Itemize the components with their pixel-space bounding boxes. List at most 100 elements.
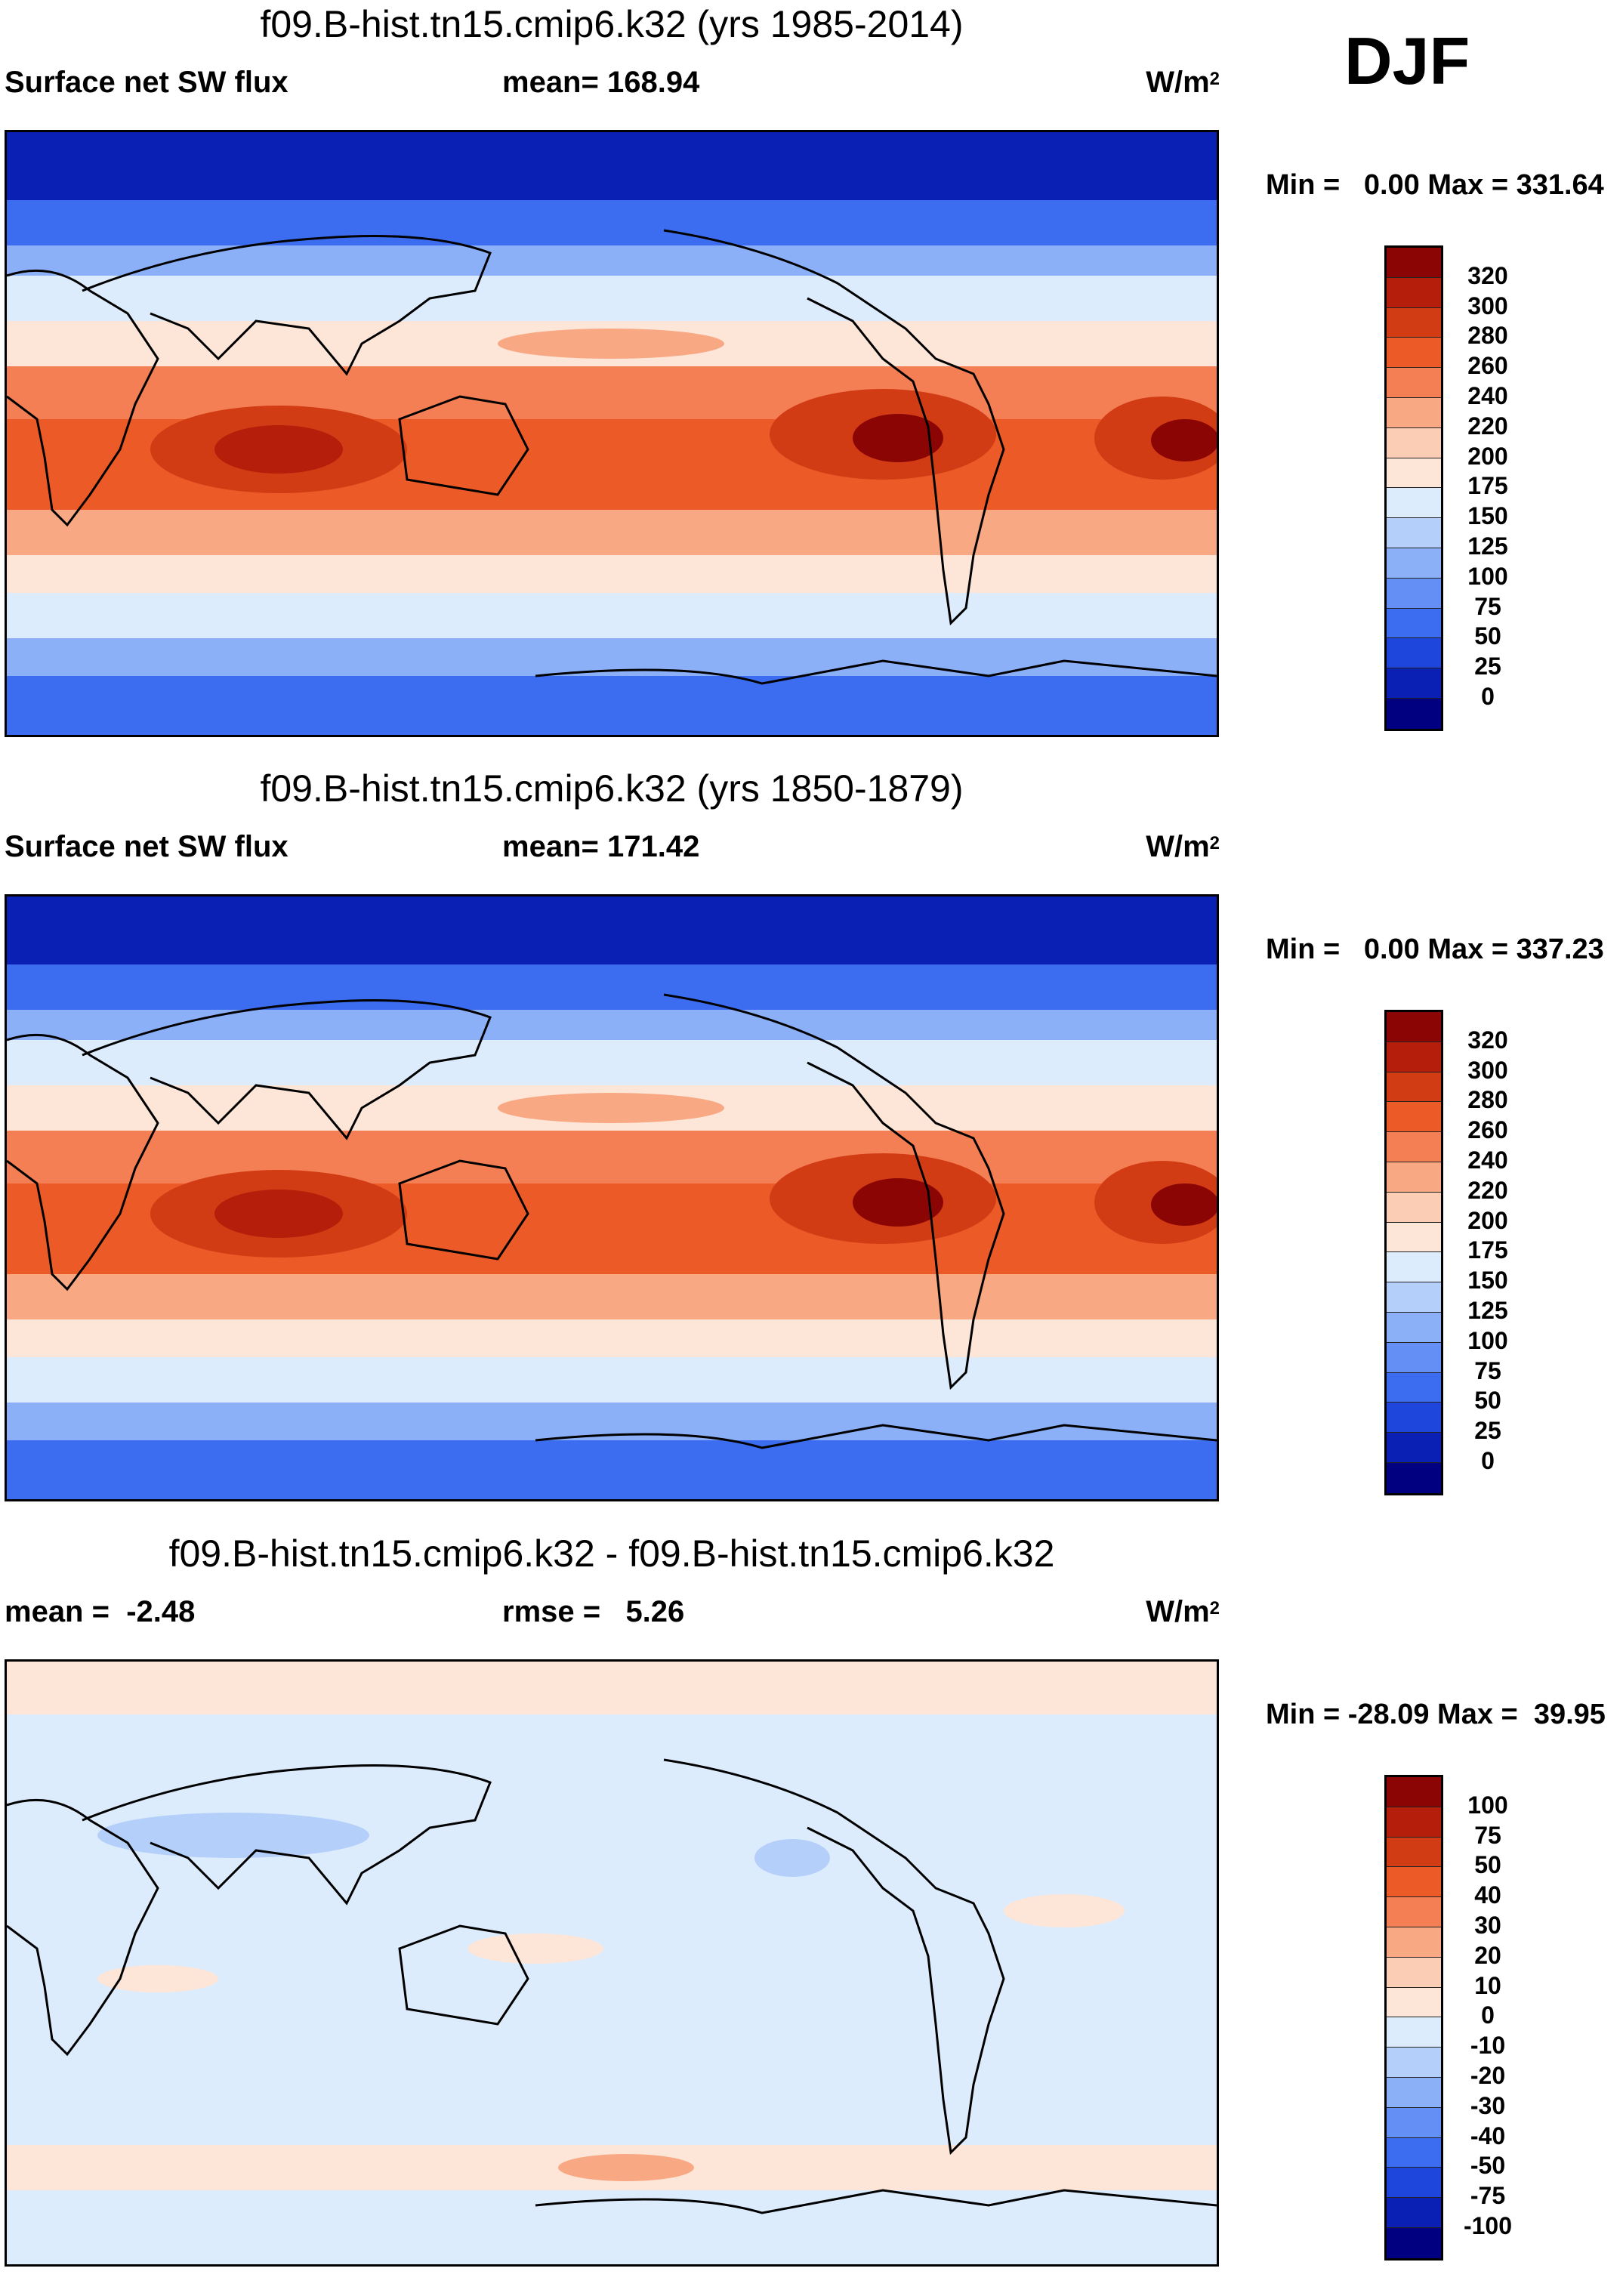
panel-title: f09.B-hist.tn15.cmip6.k32 (yrs 1850-1879… (260, 767, 964, 810)
colorbar-tick-label: 260 (1467, 1116, 1508, 1144)
colorbar-swatch (1387, 427, 1441, 458)
colorbar-swatch (1387, 1403, 1441, 1433)
colorbar-tick-label: 125 (1467, 532, 1508, 560)
panel-1985-2014: f09.B-hist.tn15.cmip6.k32 (yrs 1985-2014… (0, 0, 1623, 767)
colorbar-swatch (1387, 1777, 1441, 1807)
colorbar-tick-label: 220 (1467, 412, 1508, 440)
colorbar-swatch (1387, 488, 1441, 519)
colorbar-tick-label: 50 (1474, 1387, 1501, 1415)
colorbar-swatch (1387, 1102, 1441, 1133)
colorbar-swatch (1387, 638, 1441, 669)
colorbar-swatch (1387, 1282, 1441, 1313)
colorbar-swatch (1387, 1132, 1441, 1162)
variable-label: Surface net SW flux (5, 66, 288, 99)
colorbar-tick-label: -30 (1470, 2091, 1506, 2119)
colorbar-tick-label: -75 (1470, 2182, 1506, 2210)
colorbar-tick-label: 10 (1474, 1971, 1501, 1999)
panel-title: f09.B-hist.tn15.cmip6.k32 (yrs 1985-2014… (260, 3, 964, 45)
units-label: W/m2 (1146, 1595, 1220, 1628)
colorbar-tick-label: 150 (1467, 502, 1508, 530)
colorbar-tick-label: 280 (1467, 1086, 1508, 1114)
colorbar-swatch (1387, 1837, 1441, 1868)
colorbar-swatch (1387, 1222, 1441, 1253)
colorbar-swatch (1387, 277, 1441, 308)
colorbar-tick-label: 100 (1467, 1791, 1508, 1819)
colorbar (1384, 245, 1443, 731)
colorbar-tick-label: 260 (1467, 352, 1508, 380)
colorbar-swatch (1387, 1987, 1441, 2018)
mean-label: mean= 171.42 (502, 830, 700, 863)
colorbar-swatch (1387, 307, 1441, 338)
colorbar-swatch (1387, 1342, 1441, 1373)
colorbar-tick-label: 320 (1467, 261, 1508, 289)
min-max-label: Min = -28.09 Max = 39.95 (1266, 1699, 1606, 1730)
colorbar-tick-label: 25 (1474, 1417, 1501, 1445)
colorbar-swatch (1387, 248, 1441, 278)
colorbar-tick-label: 0 (1481, 1447, 1495, 1474)
colorbar-swatch (1387, 548, 1441, 579)
colorbar-swatch (1387, 338, 1441, 369)
colorbar-tick-label: 200 (1467, 1206, 1508, 1234)
colorbar-swatch (1387, 2227, 1441, 2258)
colorbar-tick-label: 75 (1474, 1356, 1501, 1384)
colorbar-swatch (1387, 1012, 1441, 1042)
colorbar-tick-label: 240 (1467, 382, 1508, 409)
colorbar-swatch (1387, 1372, 1441, 1403)
colorbar-swatch (1387, 2048, 1441, 2078)
colorbar-tick-label: 30 (1474, 1912, 1501, 1939)
colorbar-swatch (1387, 2077, 1441, 2108)
colorbar-tick-label: 300 (1467, 1056, 1508, 1084)
colorbar-swatch (1387, 1042, 1441, 1072)
sw-flux-map (7, 132, 1217, 735)
map-1850-1879 (5, 894, 1219, 1501)
variable-label: Surface net SW flux (5, 830, 288, 863)
colorbar-swatch (1387, 1807, 1441, 1838)
colorbar-tick-label: 280 (1467, 322, 1508, 350)
units-label: W/m2 (1146, 830, 1220, 863)
colorbar-tick-label: 175 (1467, 1236, 1508, 1264)
colorbar-swatch (1387, 368, 1441, 398)
colorbar-swatch (1387, 608, 1441, 639)
colorbar-tick-label: 0 (1481, 2001, 1495, 2029)
colorbar (1384, 1010, 1443, 1495)
colorbar-swatch (1387, 1927, 1441, 1958)
mean-label: mean= 168.94 (502, 66, 700, 99)
colorbar-swatch (1387, 2137, 1441, 2168)
colorbar-swatch (1387, 518, 1441, 548)
sw-flux-map (7, 896, 1217, 1499)
min-max-label: Min = 0.00 Max = 337.23 (1266, 934, 1604, 965)
panel-title: f09.B-hist.tn15.cmip6.k32 - f09.B-hist.t… (168, 1532, 1055, 1575)
colorbar-tick-label: 0 (1481, 683, 1495, 710)
colorbar-tick-label: -40 (1470, 2122, 1506, 2149)
diff-mean-label: mean = -2.48 (5, 1595, 196, 1628)
colorbar-tick-label: 300 (1467, 292, 1508, 319)
colorbar-swatch (1387, 1312, 1441, 1343)
colorbar-tick-label: 50 (1474, 1851, 1501, 1879)
rmse-label: rmse = 5.26 (502, 1595, 685, 1628)
colorbar-swatch (1387, 1072, 1441, 1103)
colorbar-swatch (1387, 578, 1441, 609)
colorbar-swatch (1387, 1252, 1441, 1283)
colorbar-swatch (1387, 1192, 1441, 1223)
colorbar-swatch (1387, 668, 1441, 699)
colorbar-tick-label: 240 (1467, 1146, 1508, 1174)
colorbar-tick-label: 75 (1474, 592, 1501, 620)
colorbar-swatch (1387, 1957, 1441, 1988)
colorbar-swatch (1387, 2198, 1441, 2228)
map-difference (5, 1659, 1219, 2267)
colorbar-swatch (1387, 1897, 1441, 1927)
colorbar-swatch (1387, 2107, 1441, 2138)
colorbar-tick-label: 175 (1467, 472, 1508, 500)
panel-difference: f09.B-hist.tn15.cmip6.k32 - f09.B-hist.t… (0, 1529, 1623, 2296)
colorbar-tick-label: 100 (1467, 562, 1508, 590)
colorbar-tick-label: 20 (1474, 1941, 1501, 1969)
colorbar-swatch (1387, 1462, 1441, 1493)
colorbar-swatch (1387, 1433, 1441, 1463)
colorbar-tick-label: 100 (1467, 1326, 1508, 1354)
colorbar-swatch (1387, 698, 1441, 729)
colorbar-swatch (1387, 458, 1441, 489)
colorbar-tick-label: 150 (1467, 1267, 1508, 1295)
colorbar (1384, 1775, 1443, 2261)
colorbar-swatch (1387, 397, 1441, 428)
colorbar-tick-label: 220 (1467, 1176, 1508, 1204)
